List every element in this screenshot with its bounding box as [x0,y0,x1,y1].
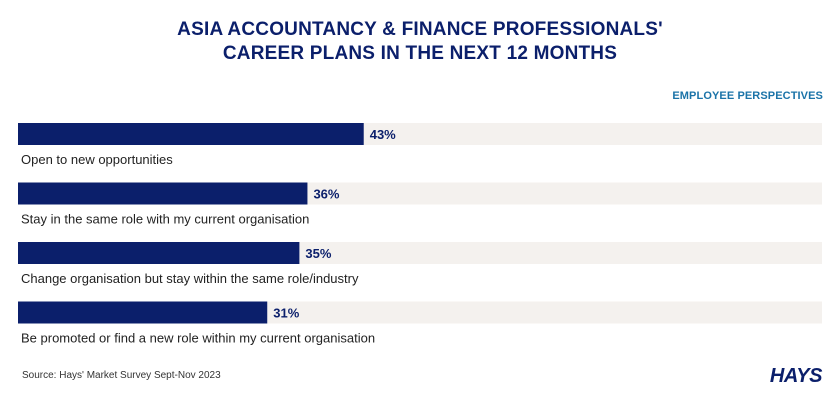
bar-value-label: 43% [370,127,396,142]
chart-title-line-2: CAREER PLANS IN THE NEXT 12 MONTHS [222,43,618,64]
bar [18,242,300,264]
bar [18,123,364,145]
chart-title: ASIA ACCOUNTANCY & FINANCE PROFESSIONALS… [0,18,840,66]
category-label: Be promoted or find a new role within my… [21,331,375,346]
subhead-label: EMPLOYEE PERSPECTIVES [672,90,823,102]
bar [18,182,308,205]
bar-value-label: 36% [313,187,339,202]
category-label: Open to new opportunities [21,152,173,167]
bar-value-label: 31% [273,306,299,321]
hays-logo: HAYS [769,365,823,387]
bar-value-label: 35% [305,246,331,261]
category-label: Change organisation but stay within the … [21,271,359,286]
category-label: Stay in the same role with my current or… [21,212,309,227]
source-note: Source: Hays' Market Survey Sept-Nov 202… [22,370,221,381]
chart-title-line-1: ASIA ACCOUNTANCY & FINANCE PROFESSIONALS… [177,19,663,40]
bar [18,301,268,324]
